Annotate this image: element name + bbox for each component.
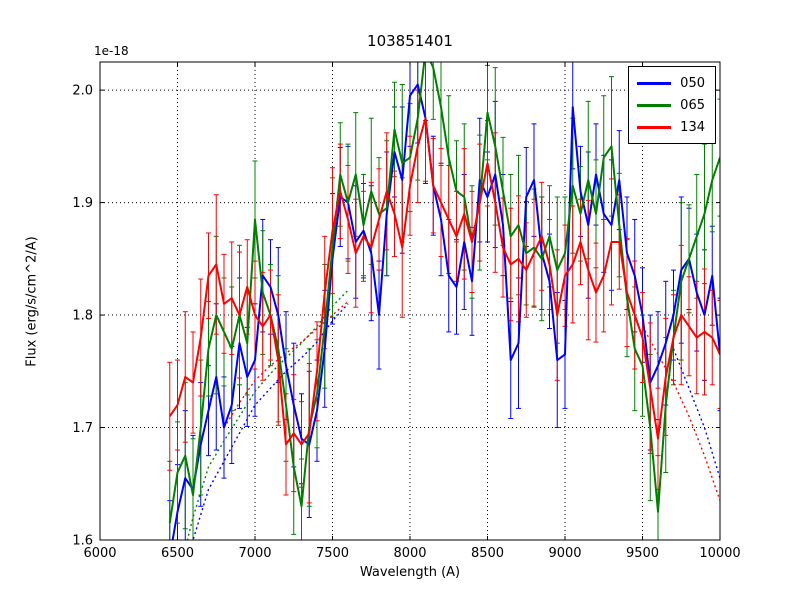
- svg-text:10000: 10000: [699, 546, 740, 561]
- tick-labels: 6000 6500 7000 7500 8000 8500 9000 9500 10000 1.6…: [72, 84, 740, 561]
- legend: 050 065 134: [628, 66, 716, 144]
- svg-text:7500: 7500: [316, 546, 349, 561]
- series-line-134-dotted-right: [641, 325, 720, 501]
- svg-text:6500: 6500: [161, 546, 194, 561]
- legend-label-134: 134: [680, 119, 705, 135]
- svg-text:8500: 8500: [471, 546, 504, 561]
- legend-line-134-icon: [637, 125, 672, 129]
- x-axis-label: Wavelength (A): [359, 565, 461, 580]
- svg-text:8000: 8000: [393, 546, 426, 561]
- legend-item-134: 134: [637, 116, 705, 138]
- svg-text:2.0: 2.0: [72, 84, 93, 99]
- ticks: [99, 62, 721, 541]
- legend-label-065: 065: [680, 97, 705, 113]
- legend-item-065: 065: [637, 94, 705, 116]
- y-offset-factor-label: 1e-18: [94, 44, 129, 58]
- svg-text:1.8: 1.8: [72, 309, 93, 324]
- legend-line-065-icon: [637, 103, 672, 107]
- svg-text:1.9: 1.9: [72, 196, 93, 211]
- legend-line-050-icon: [637, 81, 672, 85]
- chart-data-layer: [167, 62, 720, 540]
- series-line-050-dotted-right: [672, 348, 720, 479]
- legend-label-050: 050: [680, 75, 705, 91]
- legend-item-050: 050: [637, 72, 705, 94]
- svg-text:1.6: 1.6: [72, 534, 93, 549]
- series-line-065: [168, 62, 720, 524]
- y-axis-label: Flux (erg/s/cm^2/A): [24, 236, 40, 367]
- svg-text:1.7: 1.7: [72, 421, 93, 436]
- series-line-134: [168, 117, 720, 446]
- svg-text:7000: 7000: [238, 546, 271, 561]
- svg-text:9000: 9000: [548, 546, 581, 561]
- chart-title: 103851401: [367, 32, 453, 50]
- svg-text:9500: 9500: [626, 546, 659, 561]
- svg-text:6000: 6000: [83, 546, 116, 561]
